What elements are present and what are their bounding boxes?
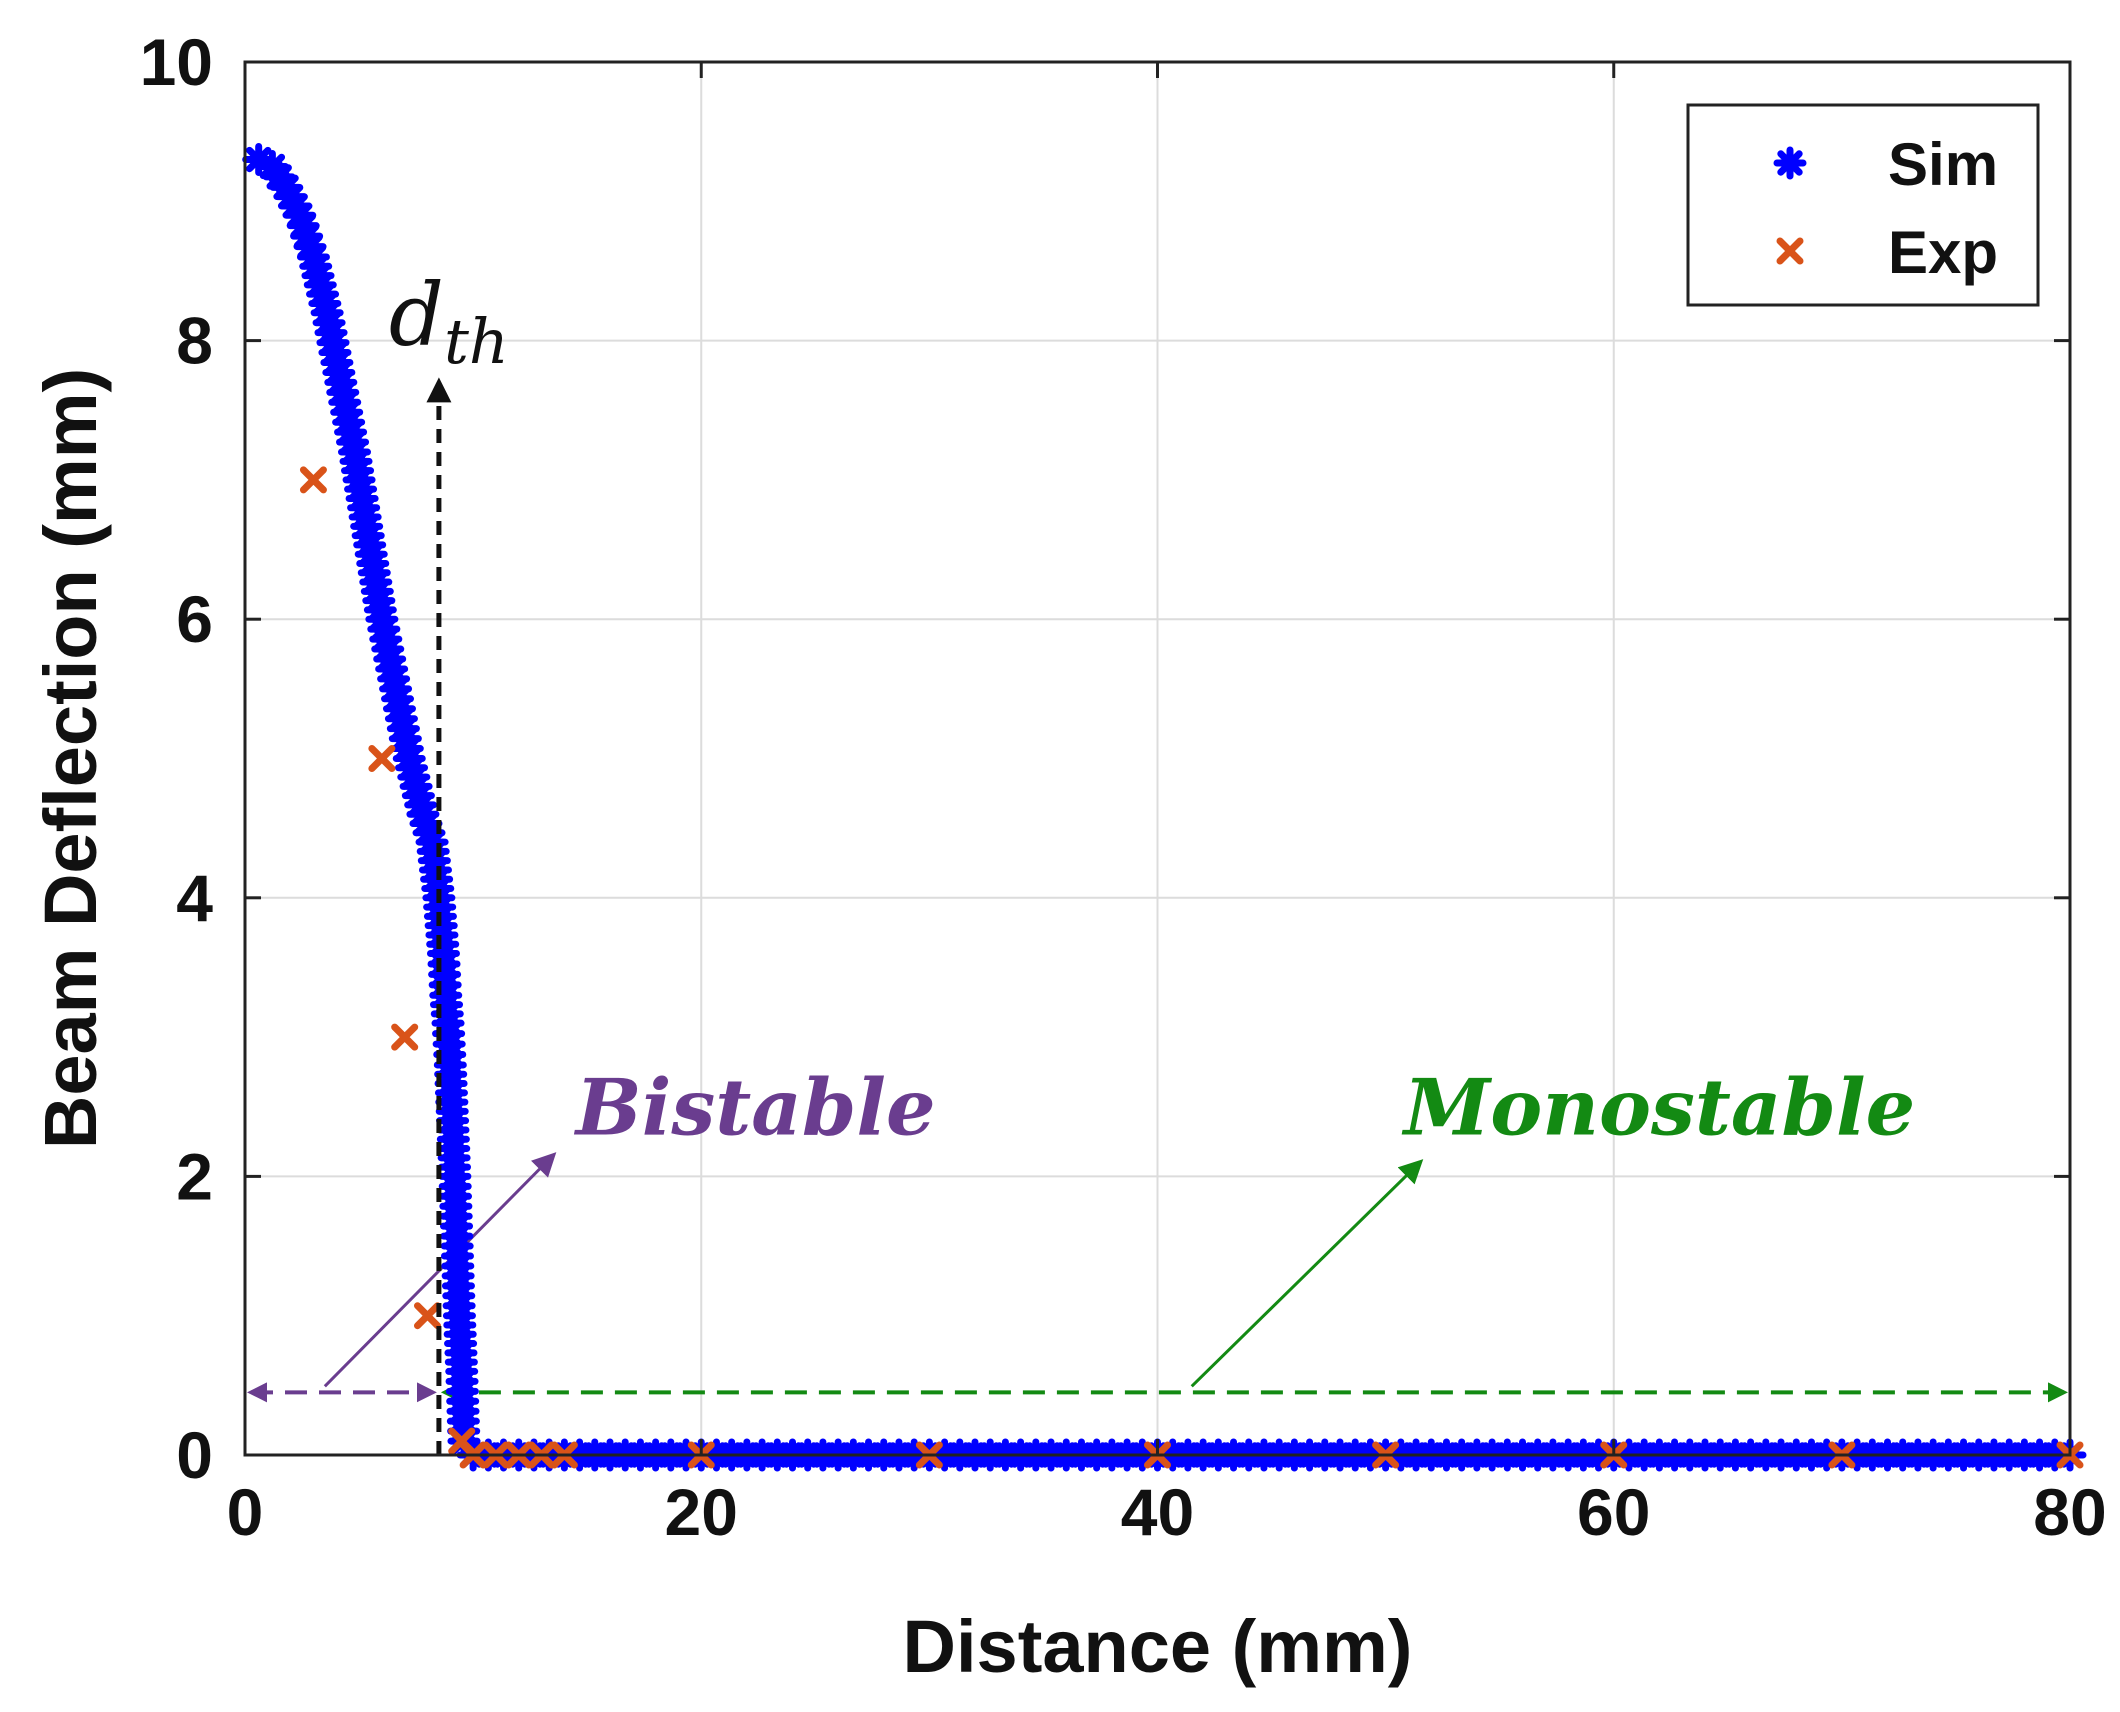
legend-exp-label: Exp [1888, 219, 1998, 286]
y-tick-label: 8 [176, 304, 213, 378]
legend-exp-marker [1776, 237, 1804, 265]
x-tick-label: 80 [2033, 1475, 2106, 1549]
x-tick-label: 20 [665, 1475, 738, 1549]
legend-sim-label: Sim [1888, 131, 1998, 198]
exp-point [299, 466, 327, 494]
legend-exp-x [1776, 237, 1804, 265]
y-tick-label: 2 [176, 1139, 213, 1213]
x-tick-label: 60 [1577, 1475, 1650, 1549]
monostable-label: Monostable [1401, 1063, 1915, 1154]
threshold-marker: dth [389, 266, 509, 1455]
exp-point [414, 1302, 441, 1330]
legend-sim-asterisk [1773, 146, 1807, 180]
y-tick-label: 10 [140, 25, 213, 99]
y-tick-label: 0 [176, 1418, 213, 1492]
legend-box [1686, 103, 2040, 307]
region-annotations: Bistable Monostable [247, 1063, 2068, 1403]
threshold-label-sub: th [444, 305, 509, 378]
x-tick-label: 40 [1121, 1475, 1194, 1549]
x-tick-label: 0 [227, 1475, 264, 1549]
exp-point [391, 1023, 419, 1051]
axis-ticks: 0 20 40 60 80 0 2 4 6 8 10 [140, 25, 2107, 1549]
legend: Sim Exp [1686, 103, 2040, 307]
y-axis-title: Beam Deflection (mm) [29, 368, 112, 1149]
x-axis-title: Distance (mm) [903, 1605, 1413, 1688]
threshold-label-main: d [389, 266, 444, 366]
exp-point [368, 745, 396, 772]
monostable-pointer-arrow [1190, 1159, 1424, 1388]
y-tick-label: 6 [176, 582, 213, 656]
y-tick-label: 4 [176, 861, 213, 935]
series-sim [242, 143, 2087, 1472]
legend-sim-marker [1773, 146, 1807, 180]
bistable-label: Bistable [574, 1063, 936, 1154]
threshold-label: dth [389, 266, 509, 378]
